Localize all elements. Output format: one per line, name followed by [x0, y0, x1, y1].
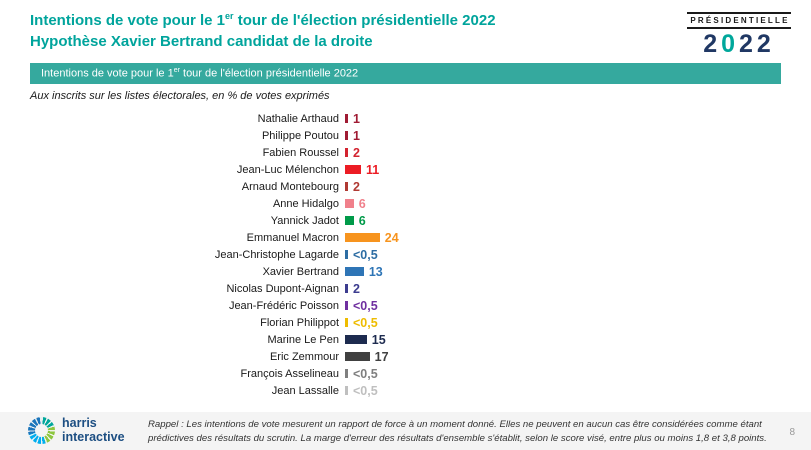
page-title: Intentions de vote pour le 1er tour de l…	[30, 10, 496, 53]
bar	[345, 250, 348, 259]
chart-row: Jean Lassalle <0,5	[0, 382, 811, 399]
chart-row: François Asselineau <0,5	[0, 365, 811, 382]
title-text: tour de l'élection présidentielle 2022	[233, 12, 496, 29]
logo-digit: 0	[721, 30, 739, 58]
chart-row: Fabien Roussel 2	[0, 144, 811, 161]
footer-note: Rappel : Les intentions de vote mesurent…	[148, 418, 767, 446]
chart-row: Florian Philippot <0,5	[0, 314, 811, 331]
candidate-label: Nathalie Arthaud	[257, 112, 339, 125]
bar	[345, 165, 361, 174]
logo-digit: 2	[703, 30, 722, 58]
harris-logo-line1: harris	[62, 416, 97, 431]
chart-row: Emmanuel Macron 24	[0, 229, 811, 246]
bar	[345, 369, 348, 378]
presidentielle-2022-logo: PRÉSIDENTIELLE 2022	[687, 10, 791, 59]
chart-row: Yannick Jadot 6	[0, 212, 811, 229]
value-label: <0,5	[353, 298, 378, 313]
candidate-label: François Asselineau	[240, 367, 339, 380]
candidate-label: Jean Lassalle	[271, 384, 339, 397]
harris-logo-line2: interactive	[62, 429, 125, 444]
page-number: 8	[789, 427, 795, 438]
candidate-label: Jean-Frédéric Poisson	[228, 299, 339, 312]
presidentielle-logo-label: PRÉSIDENTIELLE	[687, 12, 791, 29]
value-label: 6	[358, 213, 366, 228]
value-label: 6	[358, 196, 366, 211]
value-label: <0,5	[353, 315, 378, 330]
bar	[345, 267, 364, 276]
bar	[345, 352, 370, 361]
chart-row: Philippe Poutou 1	[0, 127, 811, 144]
bar	[345, 284, 348, 293]
section-banner: Intentions de vote pour le 1er tour de l…	[30, 63, 781, 84]
candidate-label: Jean-Christophe Lagarde	[214, 248, 339, 261]
value-label: 2	[353, 179, 360, 194]
value-label: 24	[384, 230, 399, 245]
page-title-line1: Intentions de vote pour le 1er tour de l…	[30, 10, 496, 31]
footer: harris interactive Rappel : Les intentio…	[0, 412, 811, 450]
chart-row: Jean-Luc Mélenchon 11	[0, 161, 811, 178]
banner-superscript: er	[173, 67, 180, 74]
value-label: <0,5	[353, 366, 378, 381]
logo-digit: 2	[739, 30, 757, 58]
value-label: 15	[371, 332, 386, 347]
banner-text: tour de l'élection présidentielle 2022	[179, 67, 359, 80]
candidate-label: Emmanuel Macron	[246, 231, 339, 244]
harris-interactive-logo: harris interactive	[28, 417, 125, 444]
candidate-label: Philippe Poutou	[261, 129, 339, 142]
candidate-label: Marine Le Pen	[267, 333, 339, 346]
bar	[345, 301, 348, 310]
candidate-label: Fabien Roussel	[262, 146, 339, 159]
chart-row: Eric Zemmour 17	[0, 348, 811, 365]
value-label: 2	[353, 281, 360, 296]
value-label: 2	[353, 145, 360, 160]
footer-note-line1: Rappel : Les intentions de vote mesurent…	[148, 419, 762, 430]
candidate-label: Yannick Jadot	[270, 214, 339, 227]
chart-row: Jean-Christophe Lagarde <0,5	[0, 246, 811, 263]
value-label: 1	[353, 128, 360, 143]
chart-row: Nicolas Dupont-Aignan 2	[0, 280, 811, 297]
value-label: 17	[374, 349, 389, 364]
chart-row: Jean-Frédéric Poisson <0,5	[0, 297, 811, 314]
chart-subtitle: Aux inscrits sur les listes électorales,…	[30, 90, 330, 102]
title-text: Intentions de vote pour le 1	[30, 12, 226, 29]
bar	[345, 182, 348, 191]
candidate-label: Nicolas Dupont-Aignan	[226, 282, 339, 295]
candidate-label: Jean-Luc Mélenchon	[236, 163, 339, 176]
value-label: 11	[365, 162, 380, 177]
bar	[345, 216, 354, 225]
value-label: 13	[368, 264, 383, 279]
chart-row: Xavier Bertrand 13	[0, 263, 811, 280]
presidentielle-logo-digits: 2022	[687, 30, 791, 59]
value-label: <0,5	[353, 383, 378, 398]
harris-logo-icon	[28, 417, 55, 444]
bar-chart: Nathalie Arthaud 1 Philippe Poutou 1 Fabien …	[0, 110, 811, 399]
header: Intentions de vote pour le 1er tour de l…	[30, 10, 791, 59]
bar	[345, 131, 348, 140]
chart-row: Anne Hidalgo 6	[0, 195, 811, 212]
bar	[345, 114, 348, 123]
harris-logo-wordmark: harris interactive	[62, 417, 125, 443]
bar	[345, 335, 367, 344]
candidate-label: Eric Zemmour	[269, 350, 339, 363]
value-label: <0,5	[353, 247, 378, 262]
bar	[345, 199, 354, 208]
chart-row: Nathalie Arthaud 1	[0, 110, 811, 127]
candidate-label: Florian Philippot	[260, 316, 339, 329]
bar	[345, 318, 348, 327]
value-label: 1	[353, 111, 360, 126]
bar	[345, 233, 380, 242]
candidate-label: Arnaud Montebourg	[241, 180, 339, 193]
bar	[345, 148, 348, 157]
candidate-label: Xavier Bertrand	[262, 265, 339, 278]
footer-note-line2: prédictives des résultats du scrutin. La…	[148, 432, 767, 444]
title-superscript: er	[225, 11, 234, 21]
logo-digit: 2	[756, 30, 775, 58]
chart-row: Arnaud Montebourg 2	[0, 178, 811, 195]
page-title-line2: Hypothèse Xavier Bertrand candidat de la…	[30, 33, 373, 51]
bar	[345, 386, 348, 395]
candidate-label: Anne Hidalgo	[272, 197, 339, 210]
banner-text: Intentions de vote pour le 1	[41, 67, 174, 80]
chart-row: Marine Le Pen 15	[0, 331, 811, 348]
